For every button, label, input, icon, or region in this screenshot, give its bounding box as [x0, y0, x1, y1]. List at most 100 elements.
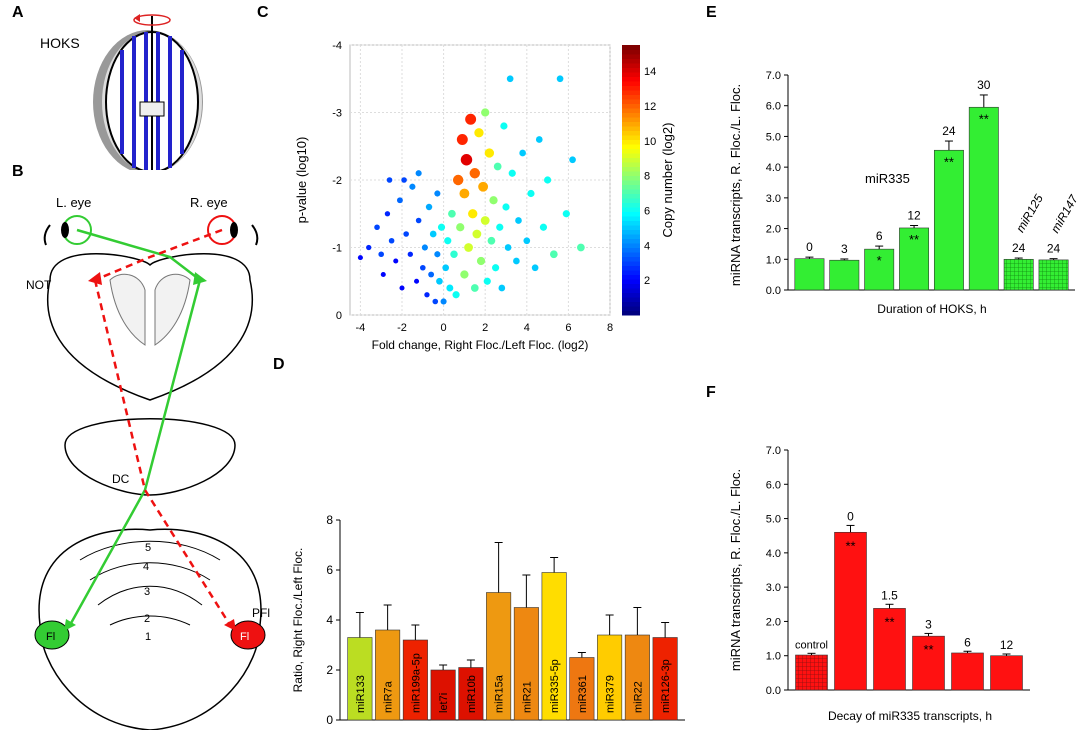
colorbar-segment — [622, 184, 640, 190]
bar-category-label: miR133 — [355, 675, 367, 713]
scatter-point — [407, 251, 413, 257]
significance-marker: ** — [884, 614, 894, 629]
scatter-point — [421, 244, 428, 251]
scatter-point — [415, 217, 422, 224]
colorbar-segment — [622, 49, 640, 55]
colorbar-tick: 2 — [644, 275, 650, 287]
y-tick-label: 0.0 — [766, 285, 781, 297]
bar — [795, 654, 828, 691]
scatter-point — [444, 237, 452, 245]
scatter-point — [434, 190, 441, 197]
bar-value-label: 24 — [942, 124, 956, 138]
bar — [834, 531, 867, 691]
scatter-point — [414, 278, 420, 284]
y-tick-label: 2 — [326, 663, 333, 677]
colorbar-segment — [622, 63, 640, 68]
scatter-point — [519, 149, 526, 157]
scatter-point — [556, 75, 564, 83]
scatter-point — [432, 298, 439, 305]
scatter-point — [493, 162, 502, 171]
bar-category-label: miR126-3p — [660, 659, 672, 713]
y-tick-label: 0 — [336, 310, 342, 322]
scatter-point — [480, 216, 490, 225]
colorbar-segment — [622, 135, 640, 140]
y-tick-label: 3.0 — [766, 193, 781, 205]
animal-holder — [139, 101, 165, 117]
scatter-point — [483, 277, 491, 285]
y-tick-label: -1 — [332, 243, 342, 255]
scatter-point — [374, 224, 380, 231]
scatter-point — [425, 203, 433, 211]
colorbar-segment — [622, 148, 640, 154]
scatter-point — [378, 251, 384, 258]
scatter-point — [504, 244, 512, 251]
fl-left-label: Fl — [46, 631, 55, 643]
colorbar-segment — [622, 112, 640, 118]
medulla-section — [64, 418, 236, 496]
lobule-line-3 — [97, 585, 203, 606]
y-tick-label: 4.0 — [766, 548, 781, 560]
midbrain-section — [47, 253, 253, 401]
rotation-arrow — [133, 14, 171, 26]
colorbar-segment — [622, 117, 640, 122]
scatter-point — [388, 237, 395, 244]
colorbar-segment — [622, 225, 640, 230]
colorbar-segment — [622, 180, 640, 185]
colorbar-segment — [622, 58, 640, 64]
colorbar-segment — [622, 270, 640, 275]
bar-value-label: 6 — [964, 635, 971, 649]
colorbar-segment — [622, 130, 640, 136]
panel-label-a: A — [12, 4, 24, 21]
y-tick-label: 6.0 — [766, 101, 781, 113]
bar — [430, 669, 456, 721]
colorbar-segment — [622, 72, 640, 77]
colorbar-segment — [622, 81, 640, 86]
scatter-point — [456, 223, 465, 232]
scatter-point — [452, 174, 464, 186]
bar-value-label: control — [795, 639, 828, 651]
colorbar-segment — [622, 301, 640, 307]
scatter-point — [569, 156, 576, 164]
scatter-point — [535, 136, 543, 143]
bar — [486, 592, 512, 721]
scatter-point — [428, 271, 435, 278]
red-arrowhead-fl-icon — [224, 619, 236, 631]
panel-label-f: F — [706, 384, 716, 401]
colorbar-segment — [622, 175, 640, 181]
dc-label: DC — [112, 472, 130, 486]
bar-value-label: 1.5 — [881, 588, 898, 602]
brain-pathway-schematic: L. eye R. eye NOT DC 5 4 3 2 1 Fl Fl PFl — [26, 195, 270, 730]
scatter-point — [484, 148, 495, 158]
y-tick-label: 2.0 — [766, 224, 781, 236]
scatter-point — [399, 285, 405, 291]
bar — [402, 639, 428, 721]
colorbar-segment — [622, 139, 640, 145]
colorbar-tick: 4 — [644, 240, 650, 252]
cerebellum-section — [38, 528, 262, 730]
scatter-point — [523, 237, 531, 245]
x-axis-label: Decay of miR335 transcripts, h — [828, 709, 992, 723]
y-tick-label: 4.0 — [766, 162, 781, 174]
y-tick-label: 7.0 — [766, 445, 781, 457]
colorbar-segment — [622, 198, 640, 203]
x-tick-label: 0 — [441, 322, 447, 334]
scatter-point — [450, 250, 458, 258]
scatter-point — [481, 108, 490, 117]
scatter-point — [460, 270, 469, 279]
hoks-drum-illustration: HOKS — [40, 14, 203, 170]
colorbar-segment — [622, 94, 640, 100]
panel-label-d: D — [273, 356, 285, 373]
significance-marker: * — [877, 253, 882, 268]
scatter-point — [380, 271, 386, 278]
lobule-3: 3 — [144, 586, 150, 598]
colorbar-segment — [622, 157, 640, 163]
scatter-point — [498, 284, 506, 292]
bar-category-label: miR15a — [494, 674, 506, 713]
scatter-point — [506, 75, 514, 83]
lobule-line-2 — [109, 615, 191, 626]
scatter-point — [366, 244, 372, 251]
scatter-point — [384, 211, 391, 217]
scatter-point — [357, 255, 363, 261]
lobule-line-5 — [79, 540, 221, 561]
scatter-point — [539, 223, 548, 231]
